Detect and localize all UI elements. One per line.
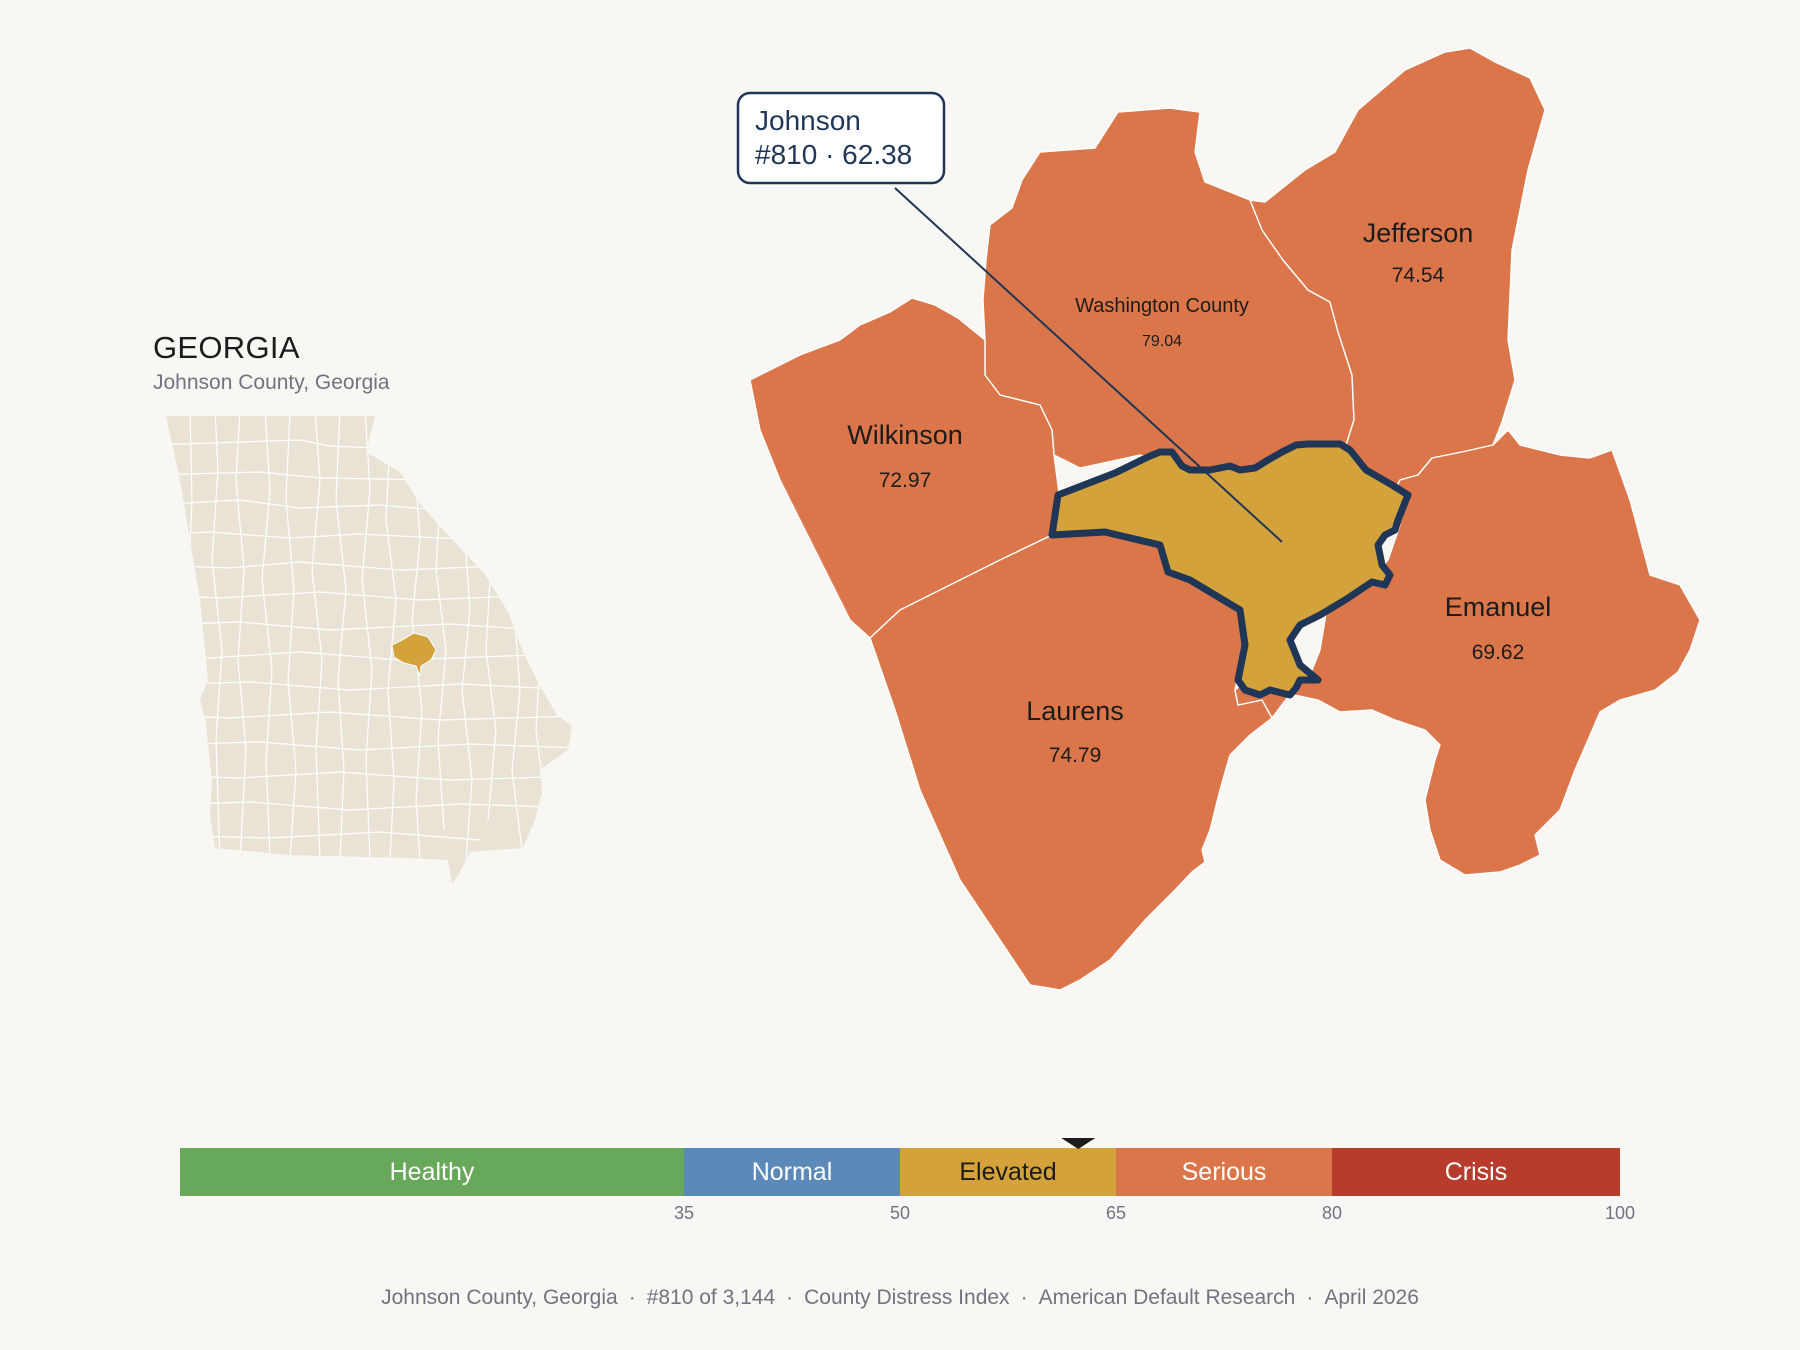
scale-marker-icon — [1061, 1138, 1096, 1149]
scale-tick-label: 100 — [1605, 1203, 1635, 1223]
distress-scale: Healthy Normal Elevated Serious Crisis 35 50 6… — [180, 1138, 1635, 1223]
scale-band-label: Normal — [752, 1158, 833, 1186]
footer-source: American Default Research — [1038, 1286, 1296, 1309]
johnson-callout: Johnson #810 · 62.38 — [736, 91, 1283, 543]
footer-separator: · — [628, 1286, 636, 1309]
county-value-washington: 79.04 — [1142, 333, 1182, 350]
footer-rank: #810 of 3,144 — [646, 1286, 776, 1309]
inset-subtitle: Johnson County, Georgia — [153, 371, 390, 394]
scale-tick-label: 35 — [674, 1203, 694, 1223]
scale-band-label: Crisis — [1445, 1158, 1508, 1186]
county-label-washington: Washington County — [1075, 295, 1249, 317]
scale-band-normal — [684, 1148, 900, 1196]
callout-rank-score: #810 · 62.38 — [755, 139, 912, 170]
footer-place: Johnson County, Georgia — [381, 1286, 618, 1309]
county-labels: Washington County 79.04 Jefferson 74.54 … — [847, 218, 1551, 767]
county-label-jefferson: Jefferson — [1363, 218, 1474, 248]
scale-band-label: Elevated — [959, 1158, 1056, 1186]
callout-county-name: Johnson — [755, 105, 861, 136]
county-label-laurens: Laurens — [1026, 696, 1124, 726]
footer-separator: · — [1020, 1286, 1028, 1309]
georgia-state-shape — [166, 416, 572, 884]
county-value-jefferson: 74.54 — [1392, 264, 1445, 287]
county-wilkinson — [749, 297, 1061, 639]
georgia-inset-map — [166, 416, 572, 884]
inset-state-title: GEORGIA — [153, 330, 300, 365]
scale-ticks: 35 50 65 80 100 — [674, 1203, 1635, 1223]
callout-box — [736, 91, 946, 185]
scale-band-label: Serious — [1182, 1158, 1267, 1186]
scale-band-label: Healthy — [390, 1158, 475, 1186]
footer-separator: · — [786, 1286, 794, 1309]
inset-johnson-highlight — [391, 632, 437, 677]
footer-separator: · — [1306, 1286, 1314, 1309]
county-johnson — [1048, 440, 1412, 699]
regional-map — [749, 47, 1701, 991]
county-value-wilkinson: 72.97 — [879, 469, 932, 492]
footer-credits: Johnson County, Georgia · #810 of 3,144 · Co… — [0, 1286, 1800, 1310]
scale-tick-label: 80 — [1322, 1203, 1342, 1223]
scale-tick-label: 50 — [890, 1203, 910, 1223]
scale-tick-label: 65 — [1106, 1203, 1126, 1223]
callout-leader-line — [894, 187, 1283, 543]
footer-date: April 2026 — [1324, 1286, 1419, 1309]
footer-index: County Distress Index — [804, 1286, 1010, 1309]
scale-band-healthy — [180, 1148, 684, 1196]
scale-band-elevated — [900, 1148, 1116, 1196]
county-value-emanuel: 69.62 — [1472, 641, 1525, 664]
scale-band-serious — [1116, 1148, 1332, 1196]
county-emanuel — [1234, 429, 1701, 876]
county-value-laurens: 74.79 — [1049, 744, 1102, 767]
scale-bands: Healthy Normal Elevated Serious Crisis — [180, 1148, 1620, 1196]
county-label-emanuel: Emanuel — [1445, 592, 1552, 622]
county-label-wilkinson: Wilkinson — [847, 420, 963, 450]
scale-band-crisis — [1332, 1148, 1620, 1196]
